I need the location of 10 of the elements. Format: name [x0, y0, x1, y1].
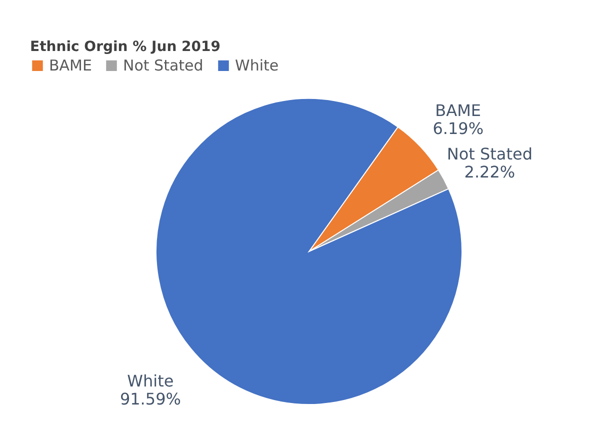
slice-label: White	[127, 371, 174, 390]
data-label: 6.19%	[432, 118, 484, 138]
chart-title: Ethnic Orgin % Jun 2019	[30, 39, 221, 55]
legend-label: White	[235, 56, 279, 75]
slice-label: BAME	[435, 100, 482, 120]
data-label: 2.22%	[464, 162, 516, 182]
legend-label: BAME	[49, 56, 92, 75]
legend-label: Not Stated	[123, 56, 204, 75]
data-label: 91.59%	[120, 389, 181, 408]
slice-label: Not Stated	[446, 144, 532, 164]
